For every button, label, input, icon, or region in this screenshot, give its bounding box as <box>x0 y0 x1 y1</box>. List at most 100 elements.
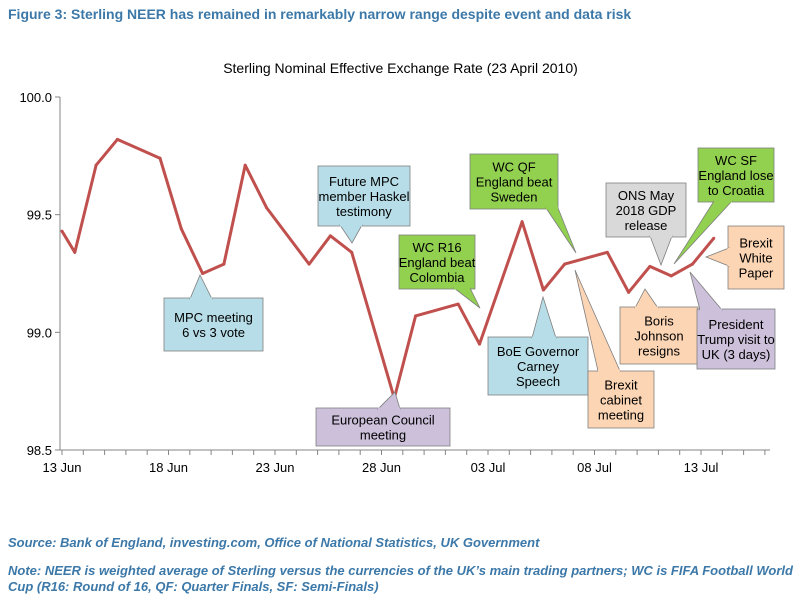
figure-title: Figure 3: Sterling NEER has remained in … <box>8 6 632 22</box>
callout-box <box>696 308 776 370</box>
callout-text: meeting <box>360 428 406 443</box>
neer-data-point <box>158 156 162 160</box>
y-tick-label: 99.5 <box>27 208 52 223</box>
callout-text: UK (3 days) <box>702 347 771 362</box>
callout-text: 2018 GDP <box>616 203 677 218</box>
x-tick-label: 13 Jul <box>684 460 719 475</box>
neer-data-point <box>541 288 545 292</box>
neer-data-point <box>563 262 567 266</box>
callout-text: ONS May <box>618 188 675 203</box>
neer-line-chart: 98.5 99.0 99.5 100.0 13 Jun 18 Jun 23 Jun 28 Ju… <box>19 90 785 475</box>
callout-seam <box>532 336 556 340</box>
callout-text: President <box>709 317 764 332</box>
neer-data-point <box>477 342 481 346</box>
callout-pointer <box>649 235 673 267</box>
callout-text: Paper <box>739 266 774 281</box>
callout-pointer <box>189 274 213 300</box>
callout-text: Sweden <box>491 190 538 205</box>
callout-text: resigns <box>638 344 680 359</box>
neer-data-point <box>627 290 631 294</box>
figure-note: Note: NEER is weighted average of Sterli… <box>8 563 793 594</box>
callout-pointer <box>704 247 730 267</box>
callout-seam <box>340 223 362 227</box>
callout-seam <box>546 206 558 210</box>
x-tick-label: 13 Jun <box>42 460 81 475</box>
callout-seam <box>190 297 212 301</box>
figure-source: Source: Bank of England, investing.com, … <box>8 535 540 550</box>
neer-data-point <box>73 250 77 254</box>
neer-data-point <box>456 302 460 306</box>
neer-data-point <box>350 250 354 254</box>
callout-text: Boris <box>644 314 674 329</box>
callout-text: Carney <box>517 359 559 374</box>
neer-data-point <box>328 234 332 238</box>
neer-data-point <box>669 274 673 278</box>
callout-box <box>487 336 589 396</box>
callout-text: Trump visit to <box>697 332 775 347</box>
x-tick-label: 03 Jul <box>471 460 506 475</box>
chart-title: Sterling Nominal Effective Exchange Rate… <box>223 60 578 76</box>
callout-text: England beat <box>476 175 553 190</box>
callout-text: release <box>625 218 668 233</box>
callout-seam <box>378 407 400 411</box>
neer-data-point <box>712 236 716 240</box>
callout-seam <box>727 248 731 266</box>
callout-box <box>469 153 559 210</box>
neer-data-point <box>520 220 524 224</box>
callout-pointer <box>531 295 557 339</box>
callout-box <box>398 234 476 290</box>
y-tick-label: 99.0 <box>27 325 52 340</box>
callout-box <box>163 297 264 352</box>
callout-pointer <box>339 224 363 244</box>
neer-data-point <box>60 229 64 233</box>
callout-box <box>587 370 655 429</box>
callout-text: Future MPC <box>329 174 399 189</box>
x-tick-label: 28 Jun <box>362 460 401 475</box>
callout-text: WC R16 <box>412 240 461 255</box>
callout-text: England beat <box>399 255 476 270</box>
neer-data-point <box>179 227 183 231</box>
callout-text: MPC meeting <box>174 310 253 325</box>
callout-pointer <box>689 271 723 311</box>
callout-text: Speech <box>516 374 560 389</box>
callout-text: WC QF <box>492 160 535 175</box>
chart-plot-area <box>60 137 716 400</box>
y-tick-label: 100.0 <box>19 90 52 105</box>
callout-box <box>619 306 699 365</box>
x-tick-label: 08 Jul <box>577 460 612 475</box>
callout-box <box>605 182 687 238</box>
neer-data-point <box>201 272 205 275</box>
neer-data-point <box>243 163 247 167</box>
callout-pointer <box>545 207 577 254</box>
callout-seam <box>598 369 620 373</box>
neer-data-point <box>115 137 119 141</box>
neer-data-point <box>690 262 694 266</box>
callout-text: 6 vs 3 vote <box>182 325 245 340</box>
callout-text: cabinet <box>600 393 642 408</box>
callout-text: Colombia <box>410 270 466 285</box>
neer-data-point <box>307 262 311 266</box>
x-tick-label: 23 Jun <box>255 460 294 475</box>
neer-data-point <box>605 250 609 254</box>
callout-text: Johnson <box>634 329 683 344</box>
neer-data-point <box>222 262 226 266</box>
neer-data-point <box>648 264 652 268</box>
callout-box <box>727 225 785 290</box>
callout-box <box>317 165 411 227</box>
callout-text: WC SF <box>715 153 757 168</box>
neer-data-point <box>264 206 268 210</box>
neer-data-point <box>414 314 418 318</box>
